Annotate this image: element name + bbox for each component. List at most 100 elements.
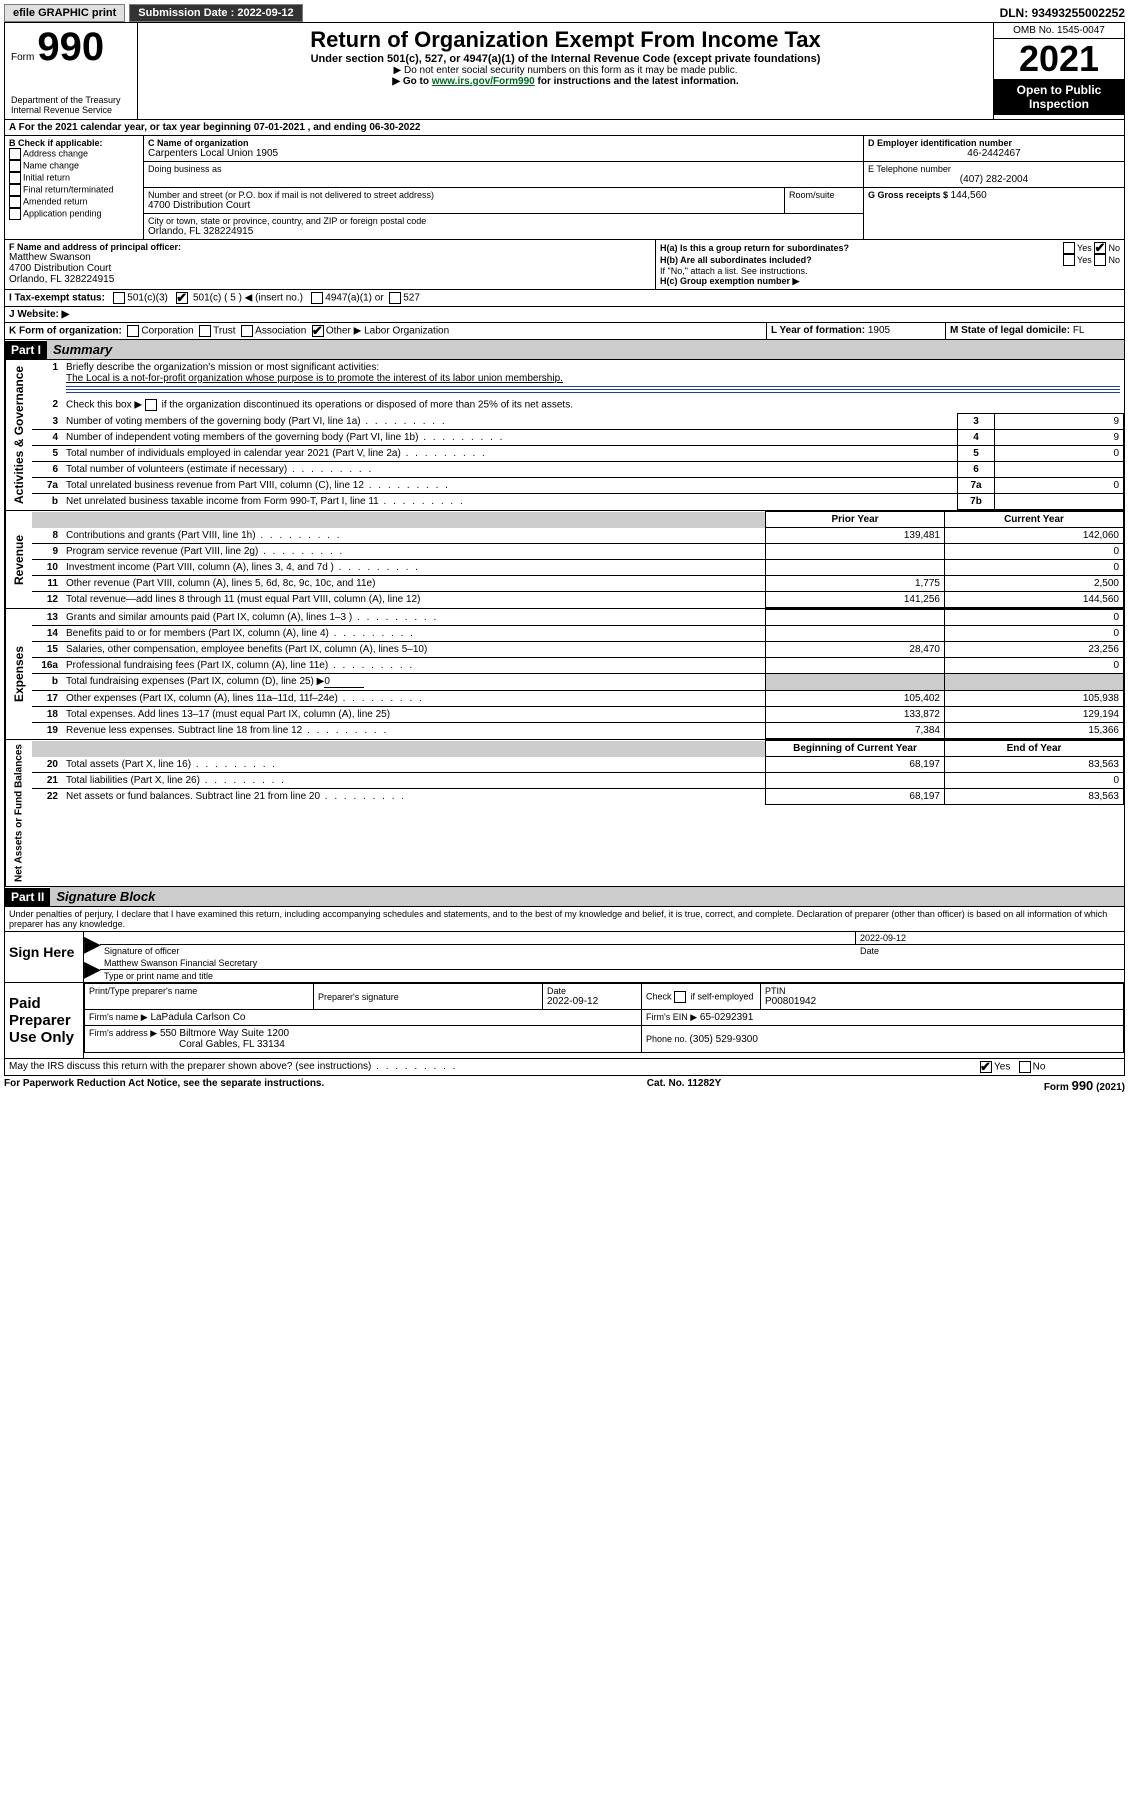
ha-no: No xyxy=(1108,243,1120,253)
dln-label: DLN: xyxy=(1000,6,1032,20)
dln-value: 93493255002252 xyxy=(1032,6,1125,20)
line22-label: Net assets or fund balances. Subtract li… xyxy=(66,791,320,802)
ein-value: 46-2442467 xyxy=(868,148,1120,159)
section-f: F Name and address of principal officer:… xyxy=(5,240,656,289)
checkbox-name-change[interactable] xyxy=(9,160,21,172)
checkbox-other[interactable] xyxy=(312,325,324,337)
line1-label: Briefly describe the organization's miss… xyxy=(66,362,379,373)
checkbox-address-change[interactable] xyxy=(9,148,21,160)
checkbox-discuss-no[interactable] xyxy=(1019,1061,1031,1073)
org-info-block: B Check if applicable: Address change Na… xyxy=(4,136,1125,240)
line15-current: 23,256 xyxy=(945,642,1124,658)
section-expenses: Expenses 13Grants and similar amounts pa… xyxy=(4,609,1125,740)
k-trust: Trust xyxy=(213,326,235,337)
line16a-prior xyxy=(766,658,945,674)
checkbox-501c[interactable] xyxy=(176,292,188,304)
checkbox-assoc[interactable] xyxy=(241,325,253,337)
print-name-label: Print/Type preparer's name xyxy=(89,986,309,996)
hb-note: If "No," attach a list. See instructions… xyxy=(660,266,1120,276)
line11-current: 2,500 xyxy=(945,576,1124,592)
line8-prior: 139,481 xyxy=(766,528,945,544)
b-label: B Check if applicable: xyxy=(9,138,139,148)
sign-date-label: Date xyxy=(856,945,1124,957)
part-i-header: Part I Summary xyxy=(4,340,1125,360)
line13-label: Grants and similar amounts paid (Part IX… xyxy=(66,612,352,623)
org-street: 4700 Distribution Court xyxy=(148,200,780,211)
dept-irs: Internal Revenue Service xyxy=(11,105,131,115)
submission-date-value: 2022-09-12 xyxy=(237,7,293,19)
line20-begin: 68,197 xyxy=(766,757,945,773)
e-label: E Telephone number xyxy=(868,164,1120,174)
checkbox-initial-return[interactable] xyxy=(9,172,21,184)
name-title-label: Type or print name and title xyxy=(100,970,1124,982)
tax-year: 2021 xyxy=(994,39,1124,79)
checkbox-ha-yes[interactable] xyxy=(1063,242,1075,254)
efile-print-button[interactable]: efile GRAPHIC print xyxy=(4,4,125,22)
note-link-post: for instructions and the latest informat… xyxy=(538,76,739,87)
line12-label: Total revenue—add lines 8 through 11 (mu… xyxy=(66,594,420,605)
line-a-mid: , and ending xyxy=(308,122,370,133)
line2-text-pre: Check this box ▶ xyxy=(66,400,145,411)
part-i-badge: Part I xyxy=(5,341,47,359)
org-city: Orlando, FL 328224915 xyxy=(148,226,859,237)
form-note-ssn: ▶ Do not enter social security numbers o… xyxy=(144,65,987,76)
line10-current: 0 xyxy=(945,560,1124,576)
firm-phone: (305) 529-9300 xyxy=(690,1034,758,1045)
checkbox-hb-yes[interactable] xyxy=(1063,254,1075,266)
form-year-cell: OMB No. 1545-0047 2021 Open to Public In… xyxy=(994,23,1124,119)
gross-receipts-value: 144,560 xyxy=(951,190,987,201)
irs-form990-link[interactable]: www.irs.gov/Form990 xyxy=(432,76,535,87)
checkbox-final-return[interactable] xyxy=(9,184,21,196)
form-header: Form 990 Department of the Treasury Inte… xyxy=(4,22,1125,120)
checkbox-line2[interactable] xyxy=(145,399,157,411)
ptin-label: PTIN xyxy=(765,986,1119,996)
sign-arrow-icon-2: ▶ xyxy=(84,961,101,976)
firm-name: LaPadula Carlson Co xyxy=(150,1012,245,1023)
line14-current: 0 xyxy=(945,626,1124,642)
line9-prior xyxy=(766,544,945,560)
line12-current: 144,560 xyxy=(945,592,1124,608)
line16a-current: 0 xyxy=(945,658,1124,674)
checkbox-4947a1[interactable] xyxy=(311,292,323,304)
org-name: Carpenters Local Union 1905 xyxy=(148,148,859,159)
line14-label: Benefits paid to or for members (Part IX… xyxy=(66,628,329,639)
officer-printed-name: Matthew Swanson Financial Secretary xyxy=(100,957,1124,970)
line19-label: Revenue less expenses. Subtract line 18 … xyxy=(66,725,302,736)
line19-current: 15,366 xyxy=(945,723,1124,739)
m-label: M State of legal domicile: xyxy=(950,325,1073,336)
hc-label: H(c) Group exemption number ▶ xyxy=(660,276,1120,287)
checkbox-amended-return[interactable] xyxy=(9,196,21,208)
part-ii-title: Signature Block xyxy=(50,887,1124,906)
line-a-label: A For the 2021 calendar year, or tax yea… xyxy=(9,122,254,133)
line18-prior: 133,872 xyxy=(766,707,945,723)
i-501c-num: 5 xyxy=(230,293,236,304)
checkbox-self-employed[interactable] xyxy=(674,991,686,1003)
line-j-website: J Website: ▶ xyxy=(4,307,1125,323)
checkbox-hb-no[interactable] xyxy=(1094,254,1106,266)
i-501c3: 501(c)(3) xyxy=(127,293,168,304)
submission-date-badge: Submission Date : 2022-09-12 xyxy=(129,4,302,22)
line17-prior: 105,402 xyxy=(766,691,945,707)
checkbox-501c3[interactable] xyxy=(113,292,125,304)
section-b: B Check if applicable: Address change Na… xyxy=(5,136,144,239)
line11-label: Other revenue (Part VIII, column (A), li… xyxy=(66,578,375,589)
d-label: D Employer identification number xyxy=(868,138,1120,148)
checkbox-discuss-yes[interactable] xyxy=(980,1061,992,1073)
checkbox-ha-no[interactable] xyxy=(1094,242,1106,254)
sign-here-label: Sign Here xyxy=(5,932,84,982)
j-label: J Website: ▶ xyxy=(5,307,1124,322)
checkbox-application-pending[interactable] xyxy=(9,208,21,220)
line15-prior: 28,470 xyxy=(766,642,945,658)
checkbox-527[interactable] xyxy=(389,292,401,304)
line-k-l-m: K Form of organization: Corporation Trus… xyxy=(4,323,1125,340)
opt-final-return: Final return/terminated xyxy=(23,185,114,195)
part-i-title: Summary xyxy=(47,340,1124,359)
line18-current: 129,194 xyxy=(945,707,1124,723)
checkbox-corp[interactable] xyxy=(127,325,139,337)
line9-current: 0 xyxy=(945,544,1124,560)
vlabel-activities: Activities & Governance xyxy=(5,360,32,510)
line7b-label: Net unrelated business taxable income fr… xyxy=(66,496,379,507)
checkbox-trust[interactable] xyxy=(199,325,211,337)
vlabel-expenses: Expenses xyxy=(5,609,32,739)
line20-end: 83,563 xyxy=(945,757,1124,773)
